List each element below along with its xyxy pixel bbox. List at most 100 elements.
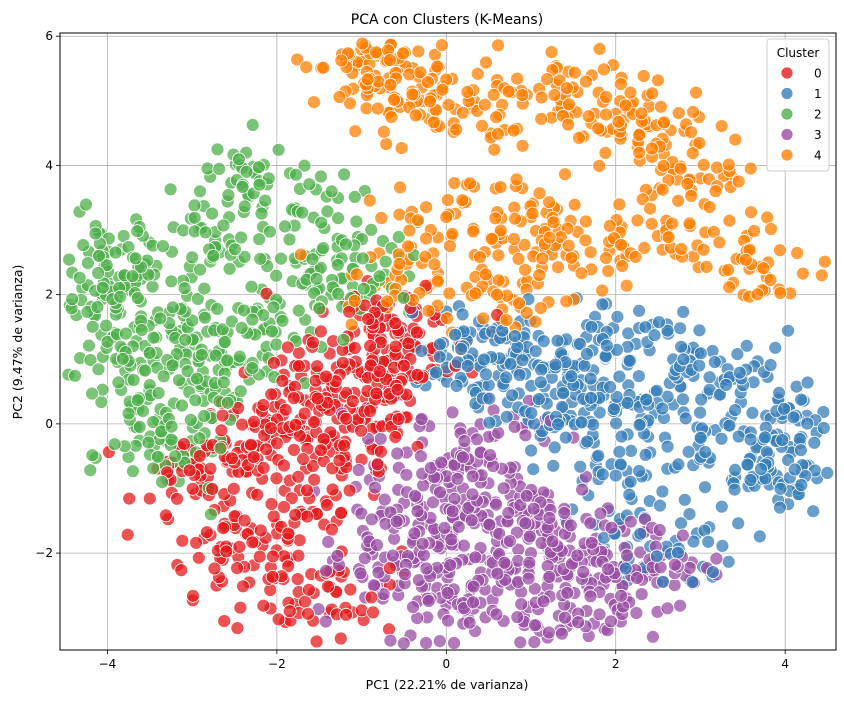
point-cluster-1-cloud: [731, 516, 746, 531]
point-cluster-1-cloud: [743, 473, 758, 487]
point-cluster-4-cloud: [384, 110, 399, 124]
point-cluster-4-cloud: [491, 38, 506, 53]
point-cluster-3-cloud: [378, 516, 393, 531]
point-cluster-2-cloud: [164, 419, 179, 434]
point-cluster-4-cloud: [611, 114, 626, 129]
point-cluster-1-cloud: [781, 453, 795, 468]
point-cluster-4-cloud: [710, 160, 724, 175]
point-cluster-1-cloud: [676, 392, 690, 407]
point-cluster-3-cloud: [522, 555, 537, 570]
point-cluster-0-cloud: [158, 508, 173, 523]
point-cluster-1-cloud: [551, 417, 565, 432]
point-cluster-1-cloud: [660, 389, 675, 404]
point-cluster-3-cloud: [354, 506, 369, 521]
point-cluster-1-cloud: [618, 561, 633, 576]
point-cluster-0: [396, 358, 411, 373]
point-cluster-2-cloud: [165, 300, 180, 315]
point-cluster-2-cloud: [91, 362, 106, 377]
point-cluster-0-cloud: [122, 491, 137, 506]
point-cluster-1-cloud: [533, 375, 548, 390]
point-cluster-3-cloud: [513, 635, 528, 650]
point-cluster-4-cloud: [546, 215, 561, 230]
point-cluster-2-cloud: [190, 291, 205, 306]
point-cluster-1-cloud: [685, 575, 700, 589]
point-cluster-3-cloud: [464, 513, 479, 528]
legend-marker-4: [780, 148, 794, 162]
point-cluster-0-cloud: [230, 621, 245, 635]
point-cluster-3-cloud: [406, 600, 420, 614]
point-cluster-4-cloud: [628, 249, 643, 264]
point-cluster-4-cloud: [583, 245, 598, 260]
point-cluster-2-cloud: [220, 353, 235, 368]
y-tick-label: 6: [45, 29, 53, 43]
point-cluster-3-cloud: [451, 520, 466, 534]
point-cluster-1-cloud: [732, 365, 747, 380]
point-cluster-4-cloud: [597, 62, 611, 77]
point-cluster-4-cloud: [534, 112, 549, 126]
point-cluster-4-cloud: [478, 267, 493, 282]
point-cluster-4-cloud: [630, 213, 645, 228]
point-cluster-2-cloud: [146, 461, 161, 476]
point-cluster-4-cloud: [392, 207, 407, 222]
point-cluster-4-cloud: [493, 180, 508, 194]
point-cluster-2-cloud: [212, 161, 227, 176]
point-cluster-4-cloud: [632, 127, 647, 142]
point-cluster-1-cloud: [584, 319, 599, 334]
point-cluster-2-cloud: [269, 268, 284, 283]
point-cluster-2-cloud: [224, 314, 239, 329]
point-cluster-0-cloud: [300, 483, 314, 498]
point-cluster-3-cloud: [489, 497, 503, 512]
point-cluster-2-cloud: [309, 271, 324, 286]
point-cluster-2-cloud: [126, 373, 141, 387]
point-cluster-2-cloud: [378, 254, 393, 269]
legend-label-4: 4: [814, 149, 822, 163]
point-cluster-2-cloud: [142, 345, 157, 360]
point-cluster-4-cloud: [712, 235, 727, 250]
point-cluster-3-cloud: [526, 501, 541, 516]
point-cluster-4-cloud: [685, 146, 700, 161]
point-cluster-4-cloud: [559, 294, 574, 309]
point-cluster-0-cloud: [177, 437, 191, 451]
point-cluster-2-cloud: [320, 204, 335, 219]
point-cluster-0-cloud: [207, 561, 222, 576]
point-cluster-4-cloud: [525, 206, 540, 221]
point-cluster-0-cloud: [369, 386, 384, 401]
point-cluster-4-cloud: [455, 105, 470, 120]
point-cluster-4-cloud: [349, 267, 364, 282]
point-cluster-3-cloud: [527, 581, 542, 596]
point-cluster-4-cloud: [387, 92, 401, 107]
point-cluster-3-cloud: [510, 610, 525, 624]
point-cluster-0-cloud: [253, 523, 268, 538]
point-cluster-4-cloud: [579, 214, 593, 229]
point-cluster-2-cloud: [316, 241, 331, 256]
point-cluster-2-cloud: [234, 320, 249, 335]
point-cluster-4-cloud: [421, 303, 436, 318]
point-cluster-4-cloud: [486, 88, 501, 102]
point-cluster-4-cloud: [334, 53, 349, 68]
point-cluster-2-cloud: [187, 210, 202, 225]
point-cluster-4-cloud: [738, 252, 753, 267]
point-cluster-2-cloud: [88, 226, 103, 241]
point-cluster-1-cloud: [730, 347, 745, 362]
point-cluster-3-cloud: [443, 558, 458, 572]
ticks: −4 −2 0 2 4 −2 0 2 4 6: [35, 29, 789, 671]
point-cluster-2: [168, 449, 183, 464]
point-cluster-4-cloud: [654, 99, 668, 114]
point-cluster-0-cloud: [288, 508, 303, 522]
point-cluster-3-cloud: [646, 629, 660, 644]
point-cluster-4-cloud: [362, 193, 377, 208]
point-cluster-0-cloud: [284, 491, 299, 506]
point-cluster-3-cloud: [491, 425, 506, 440]
point-cluster-2-cloud: [213, 441, 228, 456]
point-cluster-3-cloud: [353, 566, 368, 581]
point-cluster-0-cloud: [372, 364, 387, 379]
point-cluster-2-cloud: [239, 164, 254, 179]
x-tick-label: 2: [612, 657, 620, 671]
point-cluster-2-cloud: [231, 152, 246, 167]
point-cluster-2-cloud: [99, 258, 114, 273]
point-cluster-0-cloud: [282, 604, 297, 619]
point-cluster-4-cloud: [817, 254, 832, 269]
point-cluster-4-cloud: [447, 176, 462, 191]
point-cluster-3-cloud: [527, 635, 542, 649]
point-cluster-4-cloud: [440, 311, 455, 326]
